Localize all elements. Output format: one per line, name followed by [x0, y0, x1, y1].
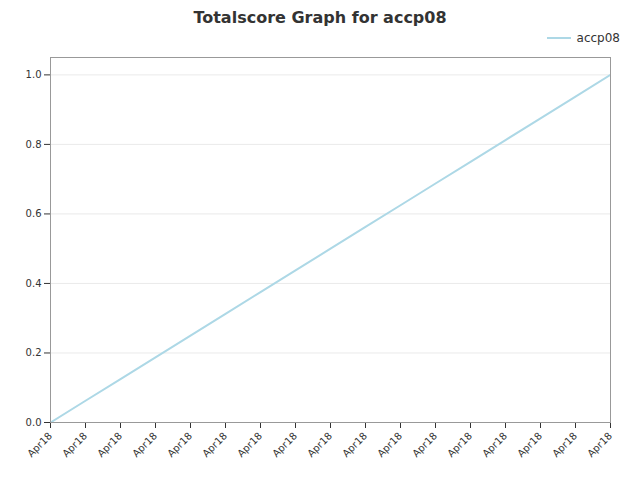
svg-text:Apr18: Apr18 — [340, 430, 369, 459]
svg-text:Apr18: Apr18 — [305, 430, 334, 459]
html-text:accp08: accp08 — [576, 31, 620, 45]
svg-text:0.0: 0.0 — [26, 417, 42, 428]
svg-text:Apr18: Apr18 — [95, 430, 124, 459]
svg-text:Apr18: Apr18 — [585, 430, 614, 459]
svg-text:Apr18: Apr18 — [60, 430, 89, 459]
html-text:Totalscore Graph for accp08: Totalscore Graph for accp08 — [193, 8, 447, 27]
svg-text:0.8: 0.8 — [26, 139, 42, 150]
svg-text:Apr18: Apr18 — [165, 430, 194, 459]
svg-text:0.6: 0.6 — [26, 208, 42, 219]
svg-text:Apr18: Apr18 — [25, 430, 54, 459]
svg-text:Apr18: Apr18 — [445, 430, 474, 459]
svg-text:Apr18: Apr18 — [480, 430, 509, 459]
svg-text:Apr18: Apr18 — [410, 430, 439, 459]
svg-text:0.4: 0.4 — [26, 278, 42, 289]
svg-text:Apr18: Apr18 — [375, 430, 404, 459]
svg-text:0.2: 0.2 — [26, 347, 42, 358]
svg-text:Apr18: Apr18 — [200, 430, 229, 459]
svg-text:Apr18: Apr18 — [270, 430, 299, 459]
svg-text:Apr18: Apr18 — [515, 430, 544, 459]
svg-text:1.0: 1.0 — [26, 69, 42, 80]
svg-text:Apr18: Apr18 — [235, 430, 264, 459]
svg-text:Apr18: Apr18 — [550, 430, 579, 459]
svg-text:Apr18: Apr18 — [130, 430, 159, 459]
